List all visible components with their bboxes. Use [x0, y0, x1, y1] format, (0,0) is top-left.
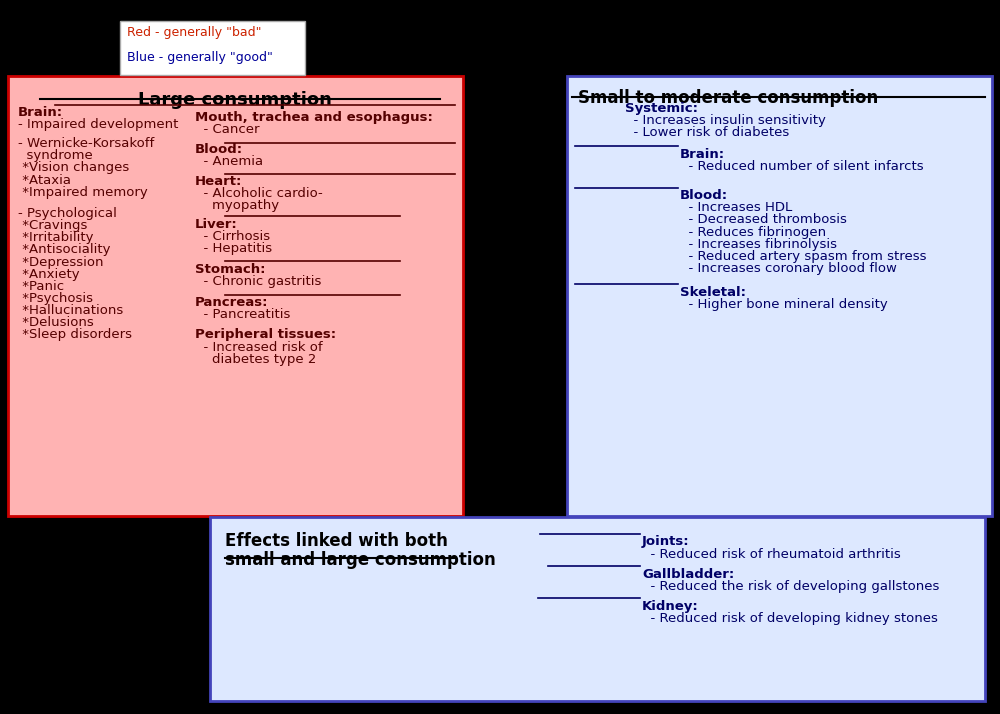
Text: - Cirrhosis: - Cirrhosis: [195, 230, 270, 243]
Text: Joints:: Joints:: [642, 536, 690, 548]
Text: - Impaired development: - Impaired development: [18, 118, 178, 131]
Text: Brain:: Brain:: [18, 106, 63, 119]
Text: Heart:: Heart:: [195, 175, 242, 188]
Text: - Pancreatitis: - Pancreatitis: [195, 308, 290, 321]
Text: syndrome: syndrome: [18, 149, 93, 162]
Text: Blood:: Blood:: [195, 143, 243, 156]
Text: - Reduces fibrinogen: - Reduces fibrinogen: [680, 226, 826, 238]
Text: *Impaired memory: *Impaired memory: [18, 186, 148, 198]
Text: Peripheral tissues:: Peripheral tissues:: [195, 328, 336, 341]
Text: - Hepatitis: - Hepatitis: [195, 242, 272, 255]
Text: - Increases insulin sensitivity: - Increases insulin sensitivity: [625, 114, 826, 127]
Text: *Depression: *Depression: [18, 256, 104, 268]
Text: - Anemia: - Anemia: [195, 155, 263, 168]
Text: Small to moderate consumption: Small to moderate consumption: [578, 89, 878, 106]
Text: Pancreas:: Pancreas:: [195, 296, 268, 309]
Text: - Reduced artery spasm from stress: - Reduced artery spasm from stress: [680, 250, 926, 263]
Text: Effects linked with both: Effects linked with both: [225, 532, 448, 550]
Text: Brain:: Brain:: [680, 148, 725, 161]
Text: - Increases fibrinolysis: - Increases fibrinolysis: [680, 238, 837, 251]
Text: diabetes type 2: diabetes type 2: [195, 353, 316, 366]
Text: - Increases HDL: - Increases HDL: [680, 201, 792, 214]
Text: - Reduced number of silent infarcts: - Reduced number of silent infarcts: [680, 160, 924, 173]
Text: Liver:: Liver:: [195, 218, 238, 231]
Text: *Hallucinations: *Hallucinations: [18, 304, 123, 317]
Text: - Psychological: - Psychological: [18, 207, 117, 220]
Text: *Psychosis: *Psychosis: [18, 292, 93, 305]
Text: *Anxiety: *Anxiety: [18, 268, 80, 281]
Text: *Antisociality: *Antisociality: [18, 243, 110, 256]
FancyBboxPatch shape: [120, 21, 305, 75]
Text: - Reduced risk of developing kidney stones: - Reduced risk of developing kidney ston…: [642, 612, 938, 625]
Text: Stomach:: Stomach:: [195, 263, 266, 276]
Text: - Reduced the risk of developing gallstones: - Reduced the risk of developing gallsto…: [642, 580, 939, 593]
Text: Red - generally "bad": Red - generally "bad": [127, 26, 262, 39]
Text: *Panic: *Panic: [18, 280, 64, 293]
Text: Gallbladder:: Gallbladder:: [642, 568, 734, 580]
Text: - Lower risk of diabetes: - Lower risk of diabetes: [625, 126, 789, 139]
Text: myopathy: myopathy: [195, 199, 279, 212]
Text: Kidney:: Kidney:: [642, 600, 699, 613]
FancyBboxPatch shape: [210, 517, 985, 701]
Text: - Cancer: - Cancer: [195, 123, 260, 136]
Text: *Cravings: *Cravings: [18, 219, 87, 232]
Text: Blood:: Blood:: [680, 189, 728, 202]
Text: Mouth, trachea and esophagus:: Mouth, trachea and esophagus:: [195, 111, 433, 124]
Text: Systemic:: Systemic:: [625, 102, 698, 115]
Text: - Chronic gastritis: - Chronic gastritis: [195, 275, 321, 288]
Text: *Sleep disorders: *Sleep disorders: [18, 328, 132, 341]
Text: *Irritability: *Irritability: [18, 231, 94, 244]
Text: - Decreased thrombosis: - Decreased thrombosis: [680, 213, 847, 226]
FancyBboxPatch shape: [567, 76, 992, 516]
Text: *Vision changes: *Vision changes: [18, 161, 129, 174]
Text: Blue - generally "good": Blue - generally "good": [127, 51, 273, 64]
Text: - Wernicke-Korsakoff: - Wernicke-Korsakoff: [18, 137, 154, 150]
Text: - Reduced risk of rheumatoid arthritis: - Reduced risk of rheumatoid arthritis: [642, 548, 901, 560]
FancyBboxPatch shape: [8, 76, 463, 516]
Text: - Increases coronary blood flow: - Increases coronary blood flow: [680, 262, 897, 275]
Text: - Increased risk of: - Increased risk of: [195, 341, 323, 354]
Text: Skeletal:: Skeletal:: [680, 286, 746, 298]
Text: - Alcoholic cardio-: - Alcoholic cardio-: [195, 187, 323, 200]
Text: small and large consumption: small and large consumption: [225, 551, 496, 569]
Text: - Higher bone mineral density: - Higher bone mineral density: [680, 298, 888, 311]
Text: *Ataxia: *Ataxia: [18, 174, 71, 186]
Text: Large consumption: Large consumption: [138, 91, 332, 109]
Text: *Delusions: *Delusions: [18, 316, 94, 329]
